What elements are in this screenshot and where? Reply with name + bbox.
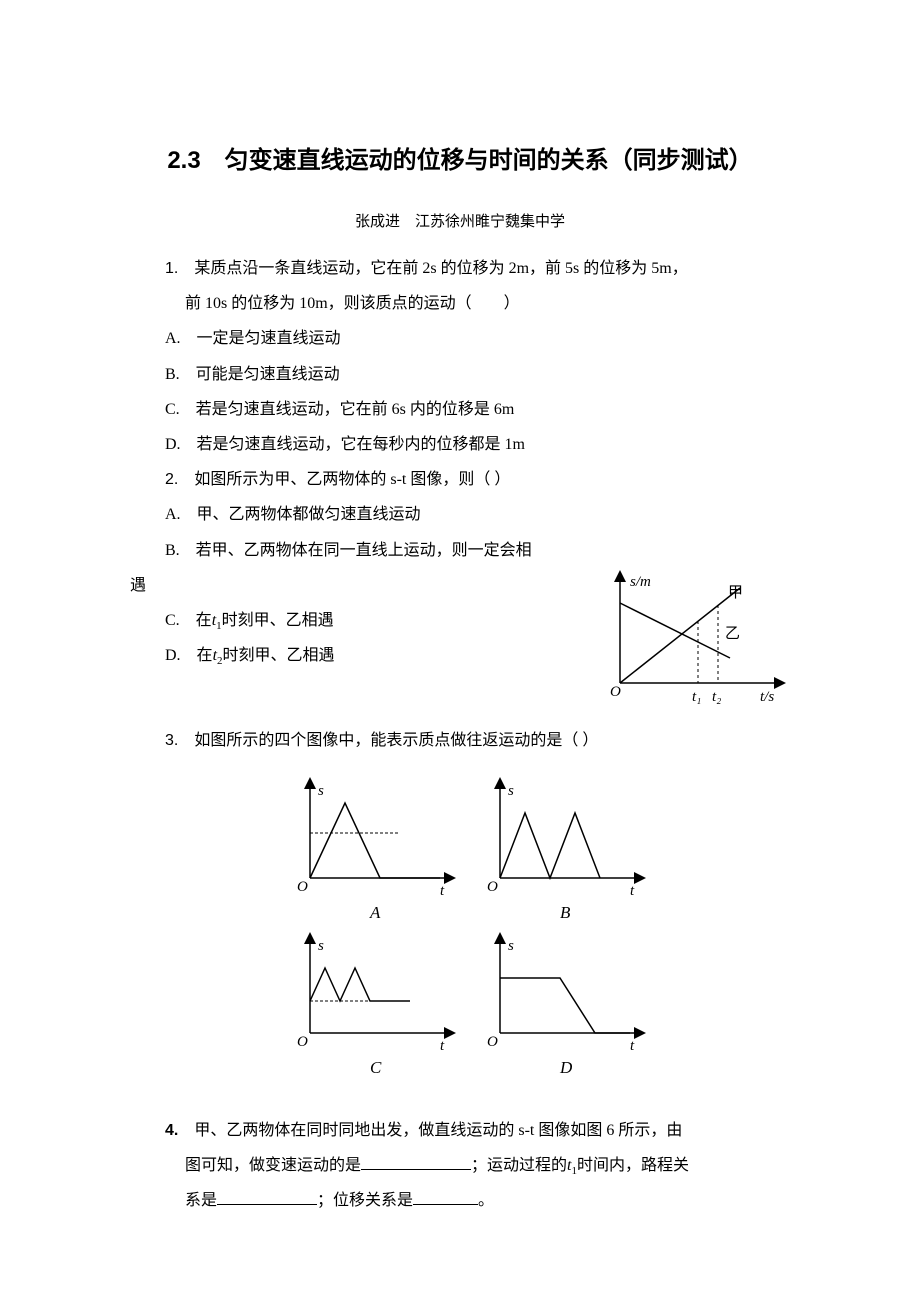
q2-option-b-l1: B. 若甲、乙两物体在同一直线上运动，则一定会相 bbox=[130, 533, 790, 568]
q1-option-a: A. 一定是匀速直线运动 bbox=[130, 321, 790, 356]
q2-option-b-l2: 遇 bbox=[130, 568, 590, 603]
q1-option-d: D. 若是匀速直线运动，它在每秒内的位移都是 1m bbox=[130, 427, 790, 462]
svg-text:乙: 乙 bbox=[725, 626, 740, 642]
svg-text:s/m: s/m bbox=[630, 574, 651, 590]
svg-text:t: t bbox=[630, 1038, 635, 1054]
svg-text:C: C bbox=[370, 1058, 382, 1077]
q1-stem: 1. 某质点沿一条直线运动，它在前 2s 的位移为 2m，前 5s 的位移为 5… bbox=[130, 251, 790, 286]
q2-option-d: D. 在t2时刻甲、乙相遇 bbox=[130, 638, 590, 673]
svg-text:O: O bbox=[487, 879, 498, 895]
svg-text:O: O bbox=[297, 879, 308, 895]
svg-text:B: B bbox=[560, 903, 571, 922]
svg-text:t₂: t₂ bbox=[712, 689, 721, 705]
q2-option-c: C. 在t1时刻甲、乙相遇 bbox=[130, 603, 590, 638]
svg-text:t: t bbox=[440, 883, 445, 899]
svg-text:甲: 甲 bbox=[728, 585, 743, 601]
svg-text:s: s bbox=[318, 938, 324, 954]
q4-stem-l1: 甲、乙两物体在同时同地出发，做直线运动的 s-t 图像如图 6 所示，由 bbox=[194, 1122, 682, 1139]
q2-number: 2. bbox=[165, 471, 178, 488]
page-title: 2.3 匀变速直线运动的位移与时间的关系（同步测试） bbox=[130, 140, 790, 175]
svg-text:D: D bbox=[559, 1058, 573, 1077]
svg-text:t₁: t₁ bbox=[692, 689, 701, 705]
svg-text:O: O bbox=[297, 1034, 308, 1050]
svg-text:O: O bbox=[610, 684, 621, 700]
q1-option-b: B. 可能是匀速直线运动 bbox=[130, 357, 790, 392]
svg-text:A: A bbox=[369, 903, 381, 922]
svg-text:t/s: t/s bbox=[760, 689, 774, 705]
q1-stem-l1: 某质点沿一条直线运动，它在前 2s 的位移为 2m，前 5s 的位移为 5m， bbox=[194, 260, 687, 277]
svg-text:s: s bbox=[318, 783, 324, 799]
q4-stem-l2: 图可知，做变速运动的是；运动过程的t1时间内，路程关 bbox=[130, 1148, 790, 1183]
svg-text:O: O bbox=[487, 1034, 498, 1050]
svg-text:s: s bbox=[508, 938, 514, 954]
svg-text:t: t bbox=[440, 1038, 445, 1054]
q2-option-a: A. 甲、乙两物体都做匀速直线运动 bbox=[130, 497, 790, 532]
svg-text:t: t bbox=[630, 883, 635, 899]
q3-stem-text: 如图所示的四个图像中，能表示质点做往返运动的是（ ） bbox=[194, 732, 598, 749]
q4-number: 4. bbox=[165, 1122, 178, 1139]
q4-stem: 4. 甲、乙两物体在同时同地出发，做直线运动的 s-t 图像如图 6 所示，由 bbox=[130, 1113, 790, 1148]
author-line: 张成进 江苏徐州睢宁魏集中学 bbox=[130, 210, 790, 231]
q3-stem: 3. 如图所示的四个图像中，能表示质点做往返运动的是（ ） bbox=[130, 723, 790, 758]
q1-number: 1. bbox=[165, 260, 178, 277]
q1-option-c: C. 若是匀速直线运动，它在前 6s 内的位移是 6m bbox=[130, 392, 790, 427]
q2-graph: s/m t/s O t₁ t₂ 甲 乙 bbox=[600, 568, 790, 718]
q2-stem: 2. 如图所示为甲、乙两物体的 s-t 图像，则（ ） bbox=[130, 462, 790, 497]
svg-text:s: s bbox=[508, 783, 514, 799]
q3-diagrams: s t O A s t O B s t O C bbox=[130, 768, 790, 1093]
q1-stem-l2: 前 10s 的位移为 10m，则该质点的运动（ ） bbox=[130, 286, 790, 321]
q3-number: 3. bbox=[165, 732, 178, 749]
q4-stem-l3: 系是；位移关系是。 bbox=[130, 1183, 790, 1218]
q2-stem-text: 如图所示为甲、乙两物体的 s-t 图像，则（ ） bbox=[194, 471, 510, 488]
